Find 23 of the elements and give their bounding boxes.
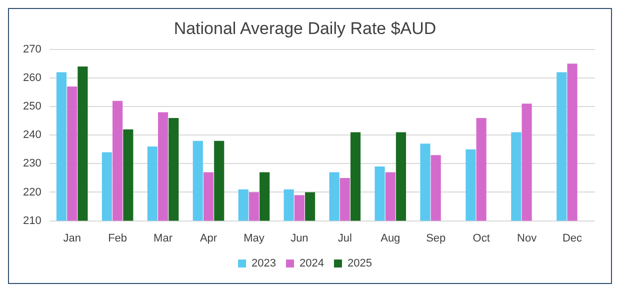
x-tick-label: Dec xyxy=(562,232,583,244)
x-tick-label: Mar xyxy=(154,232,173,244)
y-tick-label: 230 xyxy=(22,158,42,170)
x-tick-label: Aug xyxy=(380,232,400,244)
x-tick-label: Jun xyxy=(290,232,308,244)
x-tick-label: Apr xyxy=(200,232,218,244)
y-tick-label: 260 xyxy=(22,72,42,84)
y-tick-label: 240 xyxy=(22,129,42,142)
legend-label: 2025 xyxy=(347,258,372,270)
x-tick-label: Sep xyxy=(426,232,446,244)
y-tick-label: 270 xyxy=(22,43,42,56)
x-tick-label: Jan xyxy=(63,232,81,244)
y-tick-label: 220 xyxy=(22,186,42,198)
x-tick-label: May xyxy=(244,232,265,244)
y-tick-label: 250 xyxy=(22,100,42,113)
x-tick-label: Feb xyxy=(108,232,128,244)
legend-label: 2024 xyxy=(300,258,324,270)
chart-title: National Average Daily Rate $AUD xyxy=(174,18,436,38)
x-tick-label: Oct xyxy=(472,232,490,244)
x-tick-label: Jul xyxy=(338,232,352,244)
y-tick-label: 210 xyxy=(22,214,42,227)
x-tick-label: Nov xyxy=(517,232,538,244)
legend-label: 2023 xyxy=(252,258,276,270)
